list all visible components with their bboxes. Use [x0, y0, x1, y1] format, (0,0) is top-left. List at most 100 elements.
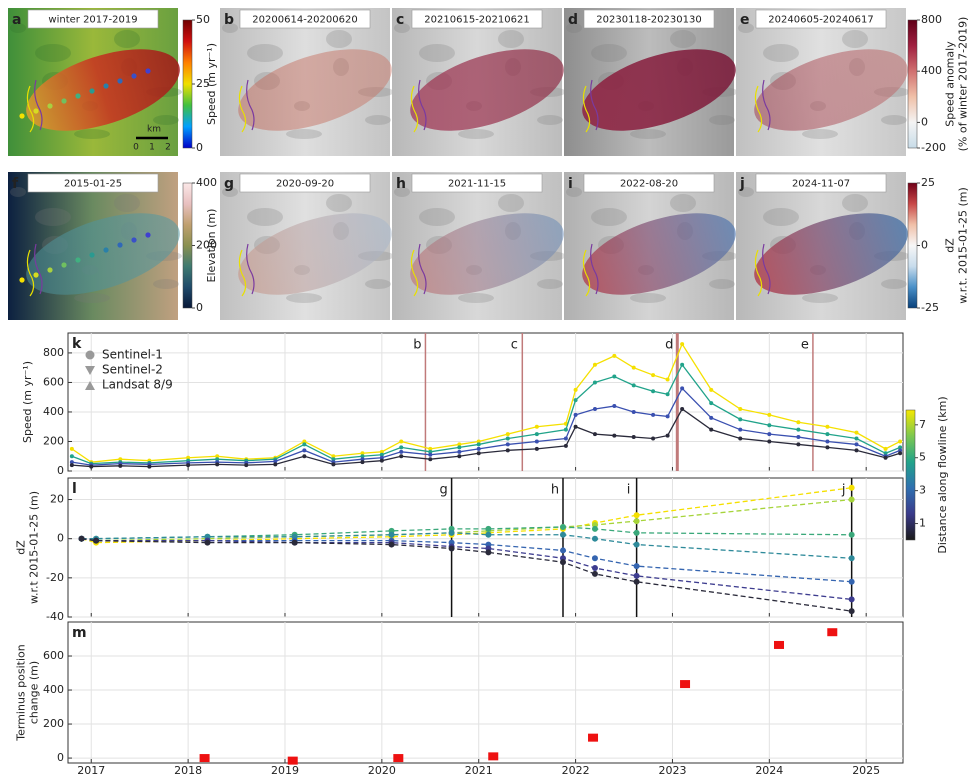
data-point: [457, 454, 461, 458]
data-point: [564, 428, 568, 432]
panel-title: 20230118-20230130: [596, 15, 701, 26]
flowline-point: [33, 108, 38, 113]
data-point: [588, 734, 598, 742]
terrain: [286, 293, 322, 303]
data-point: [855, 431, 859, 435]
colorbar-tick-label: -200: [921, 141, 946, 154]
terrain: [365, 279, 391, 289]
data-point: [331, 462, 335, 466]
data-point: [709, 428, 713, 432]
data-point: [506, 437, 510, 441]
flowline-point: [75, 93, 80, 98]
data-point: [592, 555, 598, 561]
data-point: [632, 410, 636, 414]
y-tick-label: 600: [43, 375, 64, 388]
flowline-point: [117, 242, 122, 247]
data-point: [849, 555, 855, 561]
panel-letter: c: [396, 12, 404, 28]
data-point: [825, 445, 829, 449]
x-tick-label: 2021: [465, 764, 493, 776]
terrain: [591, 44, 627, 62]
data-point: [535, 425, 539, 429]
data-point: [70, 447, 74, 451]
legend-marker: [86, 351, 95, 360]
data-point: [560, 547, 566, 553]
data-point: [302, 454, 306, 458]
terrain: [153, 115, 179, 125]
event-label: c: [511, 338, 518, 353]
data-point: [632, 383, 636, 387]
panel-letter: e: [740, 12, 750, 28]
map-panel: 2022-08-20i: [564, 172, 746, 320]
x-tick-label: 2023: [658, 764, 686, 776]
panel-letter: d: [568, 12, 578, 28]
y-axis-label: w.r.t 2015-01-25 (m): [28, 491, 41, 604]
data-point: [634, 530, 640, 536]
colorbar-label: Speed (m yr⁻¹): [205, 43, 218, 125]
event-label: b: [413, 338, 421, 353]
panel-letter: k: [72, 336, 82, 352]
event-label: d: [665, 338, 673, 353]
panel-letter: m: [72, 625, 87, 641]
terrain: [498, 30, 524, 48]
legend-label: Landsat 8/9: [102, 378, 173, 392]
scalebar-label: 2: [165, 143, 171, 153]
panel-title: 20210615-20210621: [424, 15, 529, 26]
data-point: [244, 463, 248, 467]
x-tick-label: 2017: [77, 764, 105, 776]
data-point: [457, 445, 461, 449]
data-point: [680, 680, 690, 688]
y-tick-label: 800: [43, 346, 64, 359]
map-panel: 20240605-20240617e: [736, 8, 918, 156]
data-point: [738, 417, 742, 421]
terrain: [802, 129, 838, 139]
data-point: [825, 425, 829, 429]
data-point: [592, 526, 598, 532]
data-point: [709, 388, 713, 392]
colorbar-tick-label: 50: [196, 13, 210, 26]
terrain: [591, 208, 627, 226]
colorbar: [183, 183, 192, 308]
data-point: [292, 540, 298, 546]
flowline-point: [47, 103, 52, 108]
panel-letter: f: [12, 176, 19, 192]
terrain: [458, 129, 494, 139]
data-point: [488, 752, 498, 760]
colorbar-tick-label: 1: [919, 517, 926, 530]
terrain: [802, 293, 838, 303]
terrain: [326, 30, 352, 48]
data-point: [634, 512, 640, 518]
data-point: [485, 549, 491, 555]
data-point: [796, 420, 800, 424]
data-point: [70, 463, 74, 467]
event-label: j: [841, 483, 846, 498]
data-point: [849, 596, 855, 602]
data-point: [666, 392, 670, 396]
x-tick-label: 2022: [562, 764, 590, 776]
panel-title: 2020-09-20: [276, 179, 334, 190]
x-tick-label: 2025: [852, 764, 880, 776]
y-tick-label: 200: [43, 717, 64, 730]
data-point: [680, 386, 684, 390]
terrain: [419, 44, 455, 62]
panel-title: 2021-11-15: [448, 179, 506, 190]
panel-letter: h: [396, 176, 406, 192]
data-point: [564, 444, 568, 448]
data-point: [634, 563, 640, 569]
terrain: [709, 279, 735, 289]
data-point: [506, 448, 510, 452]
data-point: [855, 442, 859, 446]
y-axis-label: change (m): [28, 661, 41, 724]
colorbar-tick-label: 0: [921, 115, 928, 128]
terrain: [247, 208, 283, 226]
data-point: [651, 389, 655, 393]
flowline-point: [47, 267, 52, 272]
map-panel: 20210615-20210621 c: [392, 8, 574, 156]
map-panel: 20200614-20200620b: [220, 8, 402, 156]
panel-title: 2024-11-07: [792, 179, 850, 190]
data-point: [147, 465, 151, 469]
data-point: [118, 464, 122, 468]
colorbar-label: Elevation (m): [205, 209, 218, 283]
data-point: [389, 542, 395, 548]
data-point: [849, 579, 855, 585]
